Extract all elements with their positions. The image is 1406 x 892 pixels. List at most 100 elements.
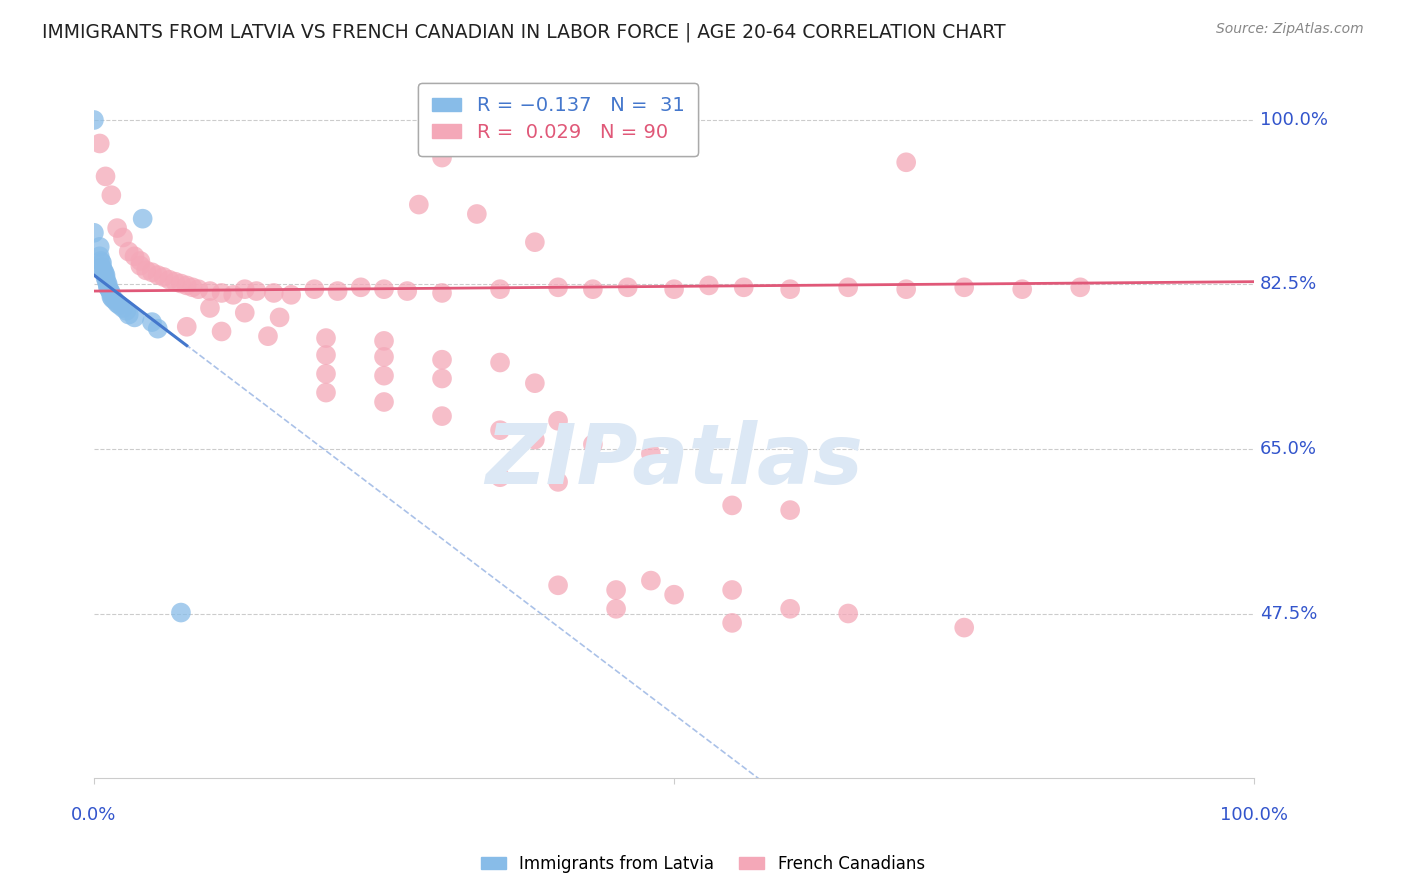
Point <box>605 582 627 597</box>
Point <box>101 292 124 306</box>
Point <box>547 578 569 592</box>
Point <box>326 284 349 298</box>
Point <box>96 275 118 289</box>
Point <box>373 350 395 364</box>
Point <box>523 235 546 250</box>
Point <box>373 282 395 296</box>
Point <box>124 249 146 263</box>
Legend: Immigrants from Latvia, French Canadians: Immigrants from Latvia, French Canadians <box>474 848 932 880</box>
Point <box>94 271 117 285</box>
Point <box>176 319 198 334</box>
Point <box>430 371 453 385</box>
Point <box>97 277 120 292</box>
Point <box>837 280 859 294</box>
Point <box>697 278 720 293</box>
Point <box>89 136 111 151</box>
Point <box>93 265 115 279</box>
Point <box>222 288 245 302</box>
Text: IMMIGRANTS FROM LATVIA VS FRENCH CANADIAN IN LABOR FORCE | AGE 20-64 CORRELATION: IMMIGRANTS FROM LATVIA VS FRENCH CANADIA… <box>42 22 1005 42</box>
Point <box>170 277 193 291</box>
Point <box>489 355 512 369</box>
Point <box>779 282 801 296</box>
Point <box>465 207 488 221</box>
Point <box>115 303 138 318</box>
Text: 47.5%: 47.5% <box>1260 605 1317 623</box>
Point <box>146 321 169 335</box>
Point <box>118 244 141 259</box>
Point <box>111 230 134 244</box>
Point <box>896 155 918 169</box>
Point <box>83 226 105 240</box>
Point <box>89 240 111 254</box>
Point <box>315 348 337 362</box>
Point <box>111 301 134 315</box>
Text: 100.0%: 100.0% <box>1220 806 1288 824</box>
Point <box>257 329 280 343</box>
Point <box>582 282 605 296</box>
Point <box>105 296 128 310</box>
Text: Source: ZipAtlas.com: Source: ZipAtlas.com <box>1216 22 1364 37</box>
Text: 65.0%: 65.0% <box>1260 440 1317 458</box>
Point <box>141 265 163 279</box>
Point <box>211 325 233 339</box>
Point <box>198 284 221 298</box>
Point <box>135 263 157 277</box>
Point <box>616 280 638 294</box>
Text: 82.5%: 82.5% <box>1260 276 1317 293</box>
Point <box>269 310 291 325</box>
Point <box>105 221 128 235</box>
Point <box>1069 280 1091 294</box>
Point <box>108 298 131 312</box>
Point <box>489 282 512 296</box>
Point <box>523 433 546 447</box>
Point <box>104 293 127 308</box>
Point <box>245 284 267 298</box>
Point <box>396 284 419 298</box>
Point <box>721 615 744 630</box>
Point <box>953 280 976 294</box>
Point <box>547 414 569 428</box>
Legend: R = −0.137   N =  31, R =  0.029   N = 90: R = −0.137 N = 31, R = 0.029 N = 90 <box>418 83 697 156</box>
Point <box>489 470 512 484</box>
Point <box>263 285 285 300</box>
Point <box>131 211 153 226</box>
Point <box>640 574 662 588</box>
Text: ZIPatlas: ZIPatlas <box>485 420 863 501</box>
Point <box>350 280 373 294</box>
Point <box>129 254 152 268</box>
Point <box>721 582 744 597</box>
Point <box>408 197 430 211</box>
Point <box>779 602 801 616</box>
Point <box>896 282 918 296</box>
Point <box>280 288 302 302</box>
Point <box>662 588 685 602</box>
Point <box>304 282 326 296</box>
Point <box>779 503 801 517</box>
Point <box>157 273 180 287</box>
Point <box>97 280 120 294</box>
Point <box>605 602 627 616</box>
Point <box>94 268 117 282</box>
Point <box>187 282 209 296</box>
Point <box>129 259 152 273</box>
Point <box>430 151 453 165</box>
Point <box>91 263 114 277</box>
Point <box>100 188 122 202</box>
Point <box>430 409 453 423</box>
Point <box>211 285 233 300</box>
Point <box>582 437 605 451</box>
Point <box>373 334 395 348</box>
Point <box>1011 282 1033 296</box>
Point <box>100 286 122 301</box>
Point <box>152 270 174 285</box>
Point <box>373 395 395 409</box>
Point <box>315 331 337 345</box>
Point <box>118 308 141 322</box>
Point <box>233 306 256 320</box>
Point <box>91 256 114 270</box>
Point <box>98 282 121 296</box>
Point <box>90 254 112 268</box>
Point <box>662 282 685 296</box>
Point <box>141 315 163 329</box>
Point <box>170 606 193 620</box>
